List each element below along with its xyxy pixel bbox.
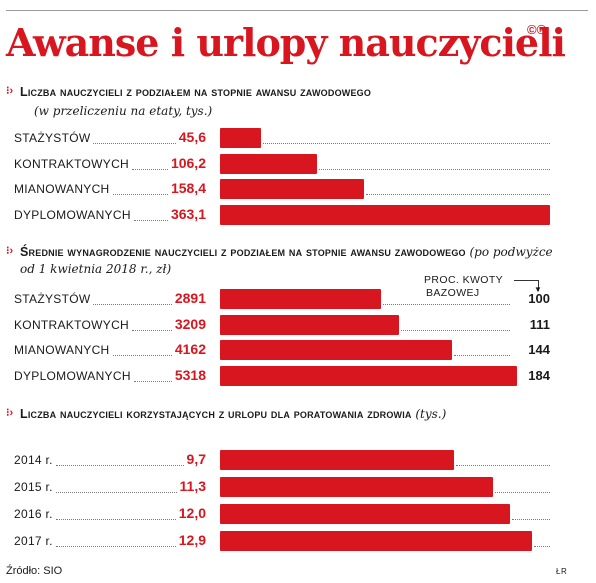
section-3-subtitle: (tys.) <box>415 407 447 421</box>
section-1-subtitle: (w przeliczeniu na etaty, tys.) <box>34 104 213 118</box>
section-bullet-icon: ⁝› <box>6 407 14 419</box>
leader-dots <box>511 519 550 520</box>
category-label: KONTRAKTOWYCH <box>14 317 130 332</box>
leader-dots <box>533 546 550 547</box>
section-1-title-text: Liczba nauczycieli z podziałem na stopni… <box>20 85 372 99</box>
value-label: 12,0 <box>178 505 206 521</box>
category-label: MIANOWANYCH <box>14 182 110 196</box>
section-2-subtitle: (po podwyżce od 1 kwietnia 2018 r., zł) <box>20 245 553 276</box>
arrow-down-icon: ▼ <box>534 285 542 294</box>
category-label: STAŻYSTÓW <box>14 292 91 306</box>
base-percent-header-line1: PROC. KWOTY <box>424 274 504 286</box>
top-rule <box>6 10 588 11</box>
leader-dots <box>132 168 168 170</box>
category-label: 2017 r. <box>14 534 53 548</box>
category-label: DYPLOMOWANYCH <box>14 368 131 383</box>
leader-dots <box>365 194 550 195</box>
data-bar <box>220 289 382 309</box>
value-label: 106,2 <box>170 154 206 171</box>
leader-dots <box>55 519 176 520</box>
data-bar <box>220 340 453 360</box>
value-label: 158,4 <box>170 180 206 196</box>
base-percent-value: 144 <box>528 342 550 357</box>
base-percent-value: 111 <box>529 316 550 332</box>
data-bar <box>220 204 550 225</box>
leader-dots <box>454 355 510 356</box>
data-bar <box>220 504 510 524</box>
base-percent-header-line2: BAZOWEJ <box>426 287 480 299</box>
page-title: Awanse i urlopy nauczycieli <box>6 20 566 65</box>
section-3-title-text: Liczba nauczycieli korzystających z urlo… <box>20 407 412 421</box>
category-label: 2016 r. <box>14 507 53 521</box>
base-percent-header: PROC. KWOTY BAZOWEJ <box>424 274 503 300</box>
data-bar <box>220 477 493 497</box>
section-bullet-icon: ⁝› <box>6 85 14 97</box>
value-label: 12,9 <box>178 532 206 548</box>
data-bar <box>220 314 400 335</box>
value-label: 9,7 <box>186 451 206 467</box>
data-bar <box>220 365 517 386</box>
value-label: 3209 <box>174 315 206 332</box>
data-bar <box>220 153 317 174</box>
data-bar <box>220 128 262 148</box>
leader-dots <box>494 492 550 493</box>
leader-dots <box>383 304 510 305</box>
leader-dots <box>112 194 168 195</box>
source-note: Źródło: SIO <box>6 565 63 577</box>
category-label: STAŻYSTÓW <box>14 131 91 145</box>
leader-dots <box>263 143 550 144</box>
leader-dots <box>93 143 176 144</box>
value-label: 45,6 <box>178 129 206 145</box>
data-bar <box>220 179 364 199</box>
leader-dots <box>112 355 172 356</box>
copyright-logo: ©℗ <box>527 22 547 37</box>
leader-dots <box>401 329 510 331</box>
category-label: KONTRAKTOWYCH <box>14 156 130 171</box>
category-label: DYPLOMOWANYCH <box>14 207 131 222</box>
leader-dots <box>133 380 172 382</box>
category-label: MIANOWANYCH <box>14 343 110 357</box>
author-initials: ŁR <box>556 567 568 576</box>
leader-dots <box>456 465 550 466</box>
data-bar <box>220 450 455 470</box>
section-bullet-icon: ⁝› <box>6 245 14 257</box>
leader-dots <box>318 168 550 170</box>
leader-dots <box>55 492 177 493</box>
section-2-title: Średnie wynagrodzenie nauczycieli z podz… <box>20 244 565 278</box>
section-1-title: Liczba nauczycieli z podziałem na stopni… <box>20 84 371 101</box>
section-3-title: Liczba nauczycieli korzystających z urlo… <box>20 406 520 423</box>
value-label: 2891 <box>174 290 206 306</box>
leader-dots <box>55 465 184 466</box>
value-label: 363,1 <box>170 205 206 222</box>
section-2-title-text: Średnie wynagrodzenie nauczycieli z podz… <box>20 245 466 259</box>
category-label: 2015 r. <box>14 480 53 494</box>
value-label: 11,3 <box>179 478 206 494</box>
leader-dots <box>132 329 172 331</box>
base-percent-arrow <box>514 280 539 291</box>
leader-dots <box>55 546 176 547</box>
data-bar <box>220 531 532 551</box>
base-percent-value: 100 <box>528 291 550 306</box>
value-label: 4162 <box>174 341 206 357</box>
value-label: 5318 <box>174 366 206 383</box>
leader-dots <box>93 304 172 305</box>
base-percent-value: 184 <box>528 367 550 383</box>
category-label: 2014 r. <box>14 453 53 467</box>
leader-dots <box>133 219 168 221</box>
